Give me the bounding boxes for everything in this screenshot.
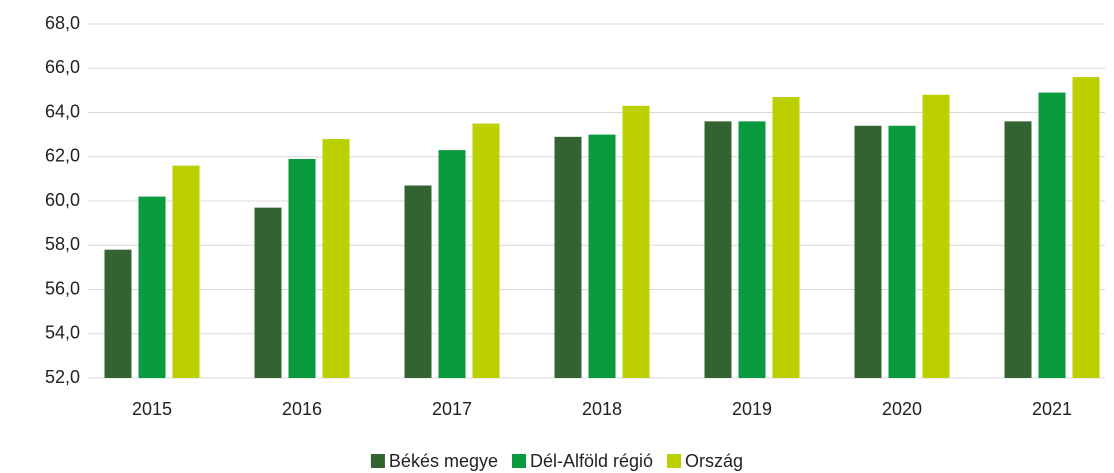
legend-swatch (511, 454, 526, 468)
bar (588, 134, 616, 378)
bar (1004, 121, 1032, 378)
y-tick-label: 58,0 (45, 234, 80, 254)
bar (322, 139, 350, 378)
bar (854, 125, 882, 379)
bar (622, 105, 650, 379)
bar (472, 123, 500, 378)
y-tick-label: 64,0 (45, 101, 80, 121)
bar (738, 121, 766, 378)
x-tick-label: 2021 (1032, 399, 1072, 419)
bar (888, 125, 916, 379)
x-tick-label: 2016 (282, 399, 322, 419)
bar (172, 165, 200, 378)
bar (254, 207, 282, 378)
legend-swatch (667, 454, 682, 468)
x-tick-label: 2019 (732, 399, 772, 419)
y-tick-label: 52,0 (45, 367, 80, 387)
x-tick-label: 2020 (882, 399, 922, 419)
y-tick-label: 56,0 (45, 278, 80, 298)
y-tick-label: 54,0 (45, 323, 80, 343)
bar (104, 249, 132, 378)
bar (1038, 92, 1066, 379)
bar (404, 185, 432, 378)
legend-label: Ország (685, 451, 743, 471)
bar (704, 121, 732, 378)
x-tick-label: 2017 (432, 399, 472, 419)
y-tick-label: 66,0 (45, 57, 80, 77)
bar (1072, 77, 1100, 378)
bar (288, 158, 316, 378)
bar (922, 94, 950, 379)
legend-label: Békés megye (389, 451, 498, 471)
x-tick-label: 2018 (582, 399, 622, 419)
y-tick-label: 68,0 (45, 13, 80, 33)
bar (772, 97, 800, 378)
bar (138, 196, 166, 378)
legend-label: Dél-Alföld régió (530, 451, 653, 471)
x-tick-label: 2015 (132, 399, 172, 419)
bar (554, 136, 582, 378)
bar (438, 150, 466, 378)
y-tick-label: 62,0 (45, 146, 80, 166)
legend-swatch (370, 454, 385, 468)
y-tick-label: 60,0 (45, 190, 80, 210)
